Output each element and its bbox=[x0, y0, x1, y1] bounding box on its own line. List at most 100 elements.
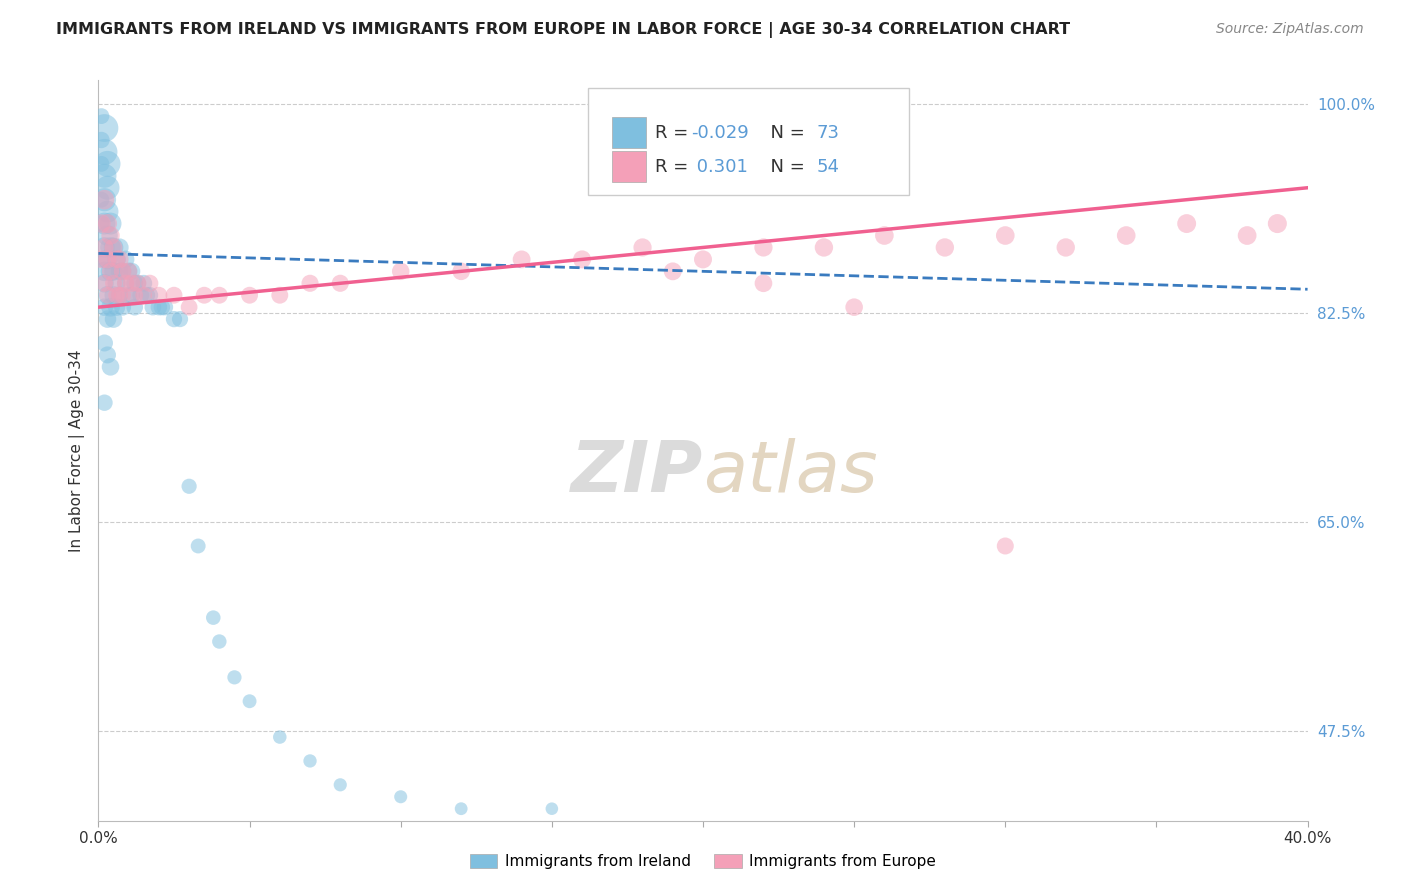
Point bbox=[1267, 217, 1289, 231]
Point bbox=[103, 277, 125, 291]
Point bbox=[299, 277, 322, 291]
Text: 73: 73 bbox=[817, 124, 839, 142]
Text: 54: 54 bbox=[817, 158, 839, 176]
Point bbox=[93, 277, 115, 291]
Point bbox=[105, 252, 128, 267]
Point bbox=[132, 288, 155, 302]
Point bbox=[111, 264, 134, 278]
Text: ZIP: ZIP bbox=[571, 438, 703, 508]
Point bbox=[111, 300, 134, 314]
Text: R =: R = bbox=[655, 158, 693, 176]
Point bbox=[124, 288, 146, 302]
Point bbox=[100, 264, 122, 278]
Point bbox=[450, 264, 472, 278]
Point bbox=[631, 240, 654, 254]
Point bbox=[169, 312, 191, 326]
Point bbox=[1236, 228, 1258, 243]
Point bbox=[752, 277, 775, 291]
Point bbox=[163, 288, 186, 302]
Point bbox=[96, 204, 118, 219]
Point bbox=[132, 277, 155, 291]
Point bbox=[118, 264, 141, 278]
Point bbox=[90, 109, 112, 123]
Point bbox=[118, 264, 141, 278]
Point bbox=[111, 264, 134, 278]
Point bbox=[90, 217, 112, 231]
Point bbox=[100, 359, 122, 374]
Point bbox=[96, 252, 118, 267]
Point bbox=[934, 240, 956, 254]
Point bbox=[103, 240, 125, 254]
Point bbox=[813, 240, 835, 254]
Point bbox=[96, 288, 118, 302]
FancyBboxPatch shape bbox=[588, 87, 908, 195]
Point bbox=[269, 730, 291, 744]
Point bbox=[108, 264, 131, 278]
Point bbox=[193, 288, 215, 302]
Point bbox=[239, 694, 262, 708]
Point bbox=[224, 670, 246, 684]
Point bbox=[96, 288, 118, 302]
Point bbox=[1054, 240, 1077, 254]
Point bbox=[96, 157, 118, 171]
Point bbox=[93, 193, 115, 207]
Point bbox=[105, 300, 128, 314]
Point bbox=[139, 277, 162, 291]
Point bbox=[100, 240, 122, 254]
Point bbox=[127, 277, 149, 291]
Point bbox=[103, 240, 125, 254]
Point bbox=[540, 802, 562, 816]
Point bbox=[96, 228, 118, 243]
Point bbox=[100, 217, 122, 231]
Point bbox=[124, 300, 146, 314]
Point bbox=[105, 277, 128, 291]
Text: R =: R = bbox=[655, 124, 693, 142]
Point bbox=[108, 240, 131, 254]
Point bbox=[93, 240, 115, 254]
Point bbox=[148, 300, 170, 314]
Point bbox=[100, 228, 122, 243]
Point bbox=[103, 312, 125, 326]
Point bbox=[121, 277, 143, 291]
Point bbox=[139, 288, 162, 302]
Point bbox=[114, 277, 136, 291]
Point bbox=[93, 193, 115, 207]
Point bbox=[994, 228, 1017, 243]
Point bbox=[93, 217, 115, 231]
Text: Source: ZipAtlas.com: Source: ZipAtlas.com bbox=[1216, 22, 1364, 37]
Bar bbox=[613, 117, 647, 148]
Point bbox=[202, 610, 225, 624]
Point bbox=[90, 133, 112, 147]
Text: 0.301: 0.301 bbox=[690, 158, 748, 176]
Point bbox=[299, 754, 322, 768]
Point bbox=[389, 789, 412, 804]
Point bbox=[96, 252, 118, 267]
Point bbox=[510, 252, 533, 267]
Point bbox=[1115, 228, 1137, 243]
Point bbox=[90, 157, 112, 171]
Point bbox=[571, 252, 593, 267]
Point bbox=[111, 288, 134, 302]
Bar bbox=[613, 152, 647, 183]
Point bbox=[129, 288, 152, 302]
Point bbox=[93, 336, 115, 351]
Point bbox=[105, 252, 128, 267]
Point bbox=[208, 634, 231, 648]
Point bbox=[208, 288, 231, 302]
Y-axis label: In Labor Force | Age 30-34: In Labor Force | Age 30-34 bbox=[69, 349, 84, 552]
Point bbox=[142, 300, 165, 314]
Point bbox=[844, 300, 866, 314]
Text: IMMIGRANTS FROM IRELAND VS IMMIGRANTS FROM EUROPE IN LABOR FORCE | AGE 30-34 COR: IMMIGRANTS FROM IRELAND VS IMMIGRANTS FR… bbox=[56, 22, 1070, 38]
Point bbox=[96, 312, 118, 326]
Point bbox=[148, 288, 170, 302]
Point bbox=[121, 264, 143, 278]
Point bbox=[389, 264, 412, 278]
Text: N =: N = bbox=[759, 124, 810, 142]
Text: -0.029: -0.029 bbox=[690, 124, 748, 142]
Point bbox=[179, 300, 201, 314]
Point bbox=[103, 264, 125, 278]
Point bbox=[450, 802, 472, 816]
Point bbox=[187, 539, 209, 553]
Point bbox=[752, 240, 775, 254]
Point bbox=[103, 288, 125, 302]
